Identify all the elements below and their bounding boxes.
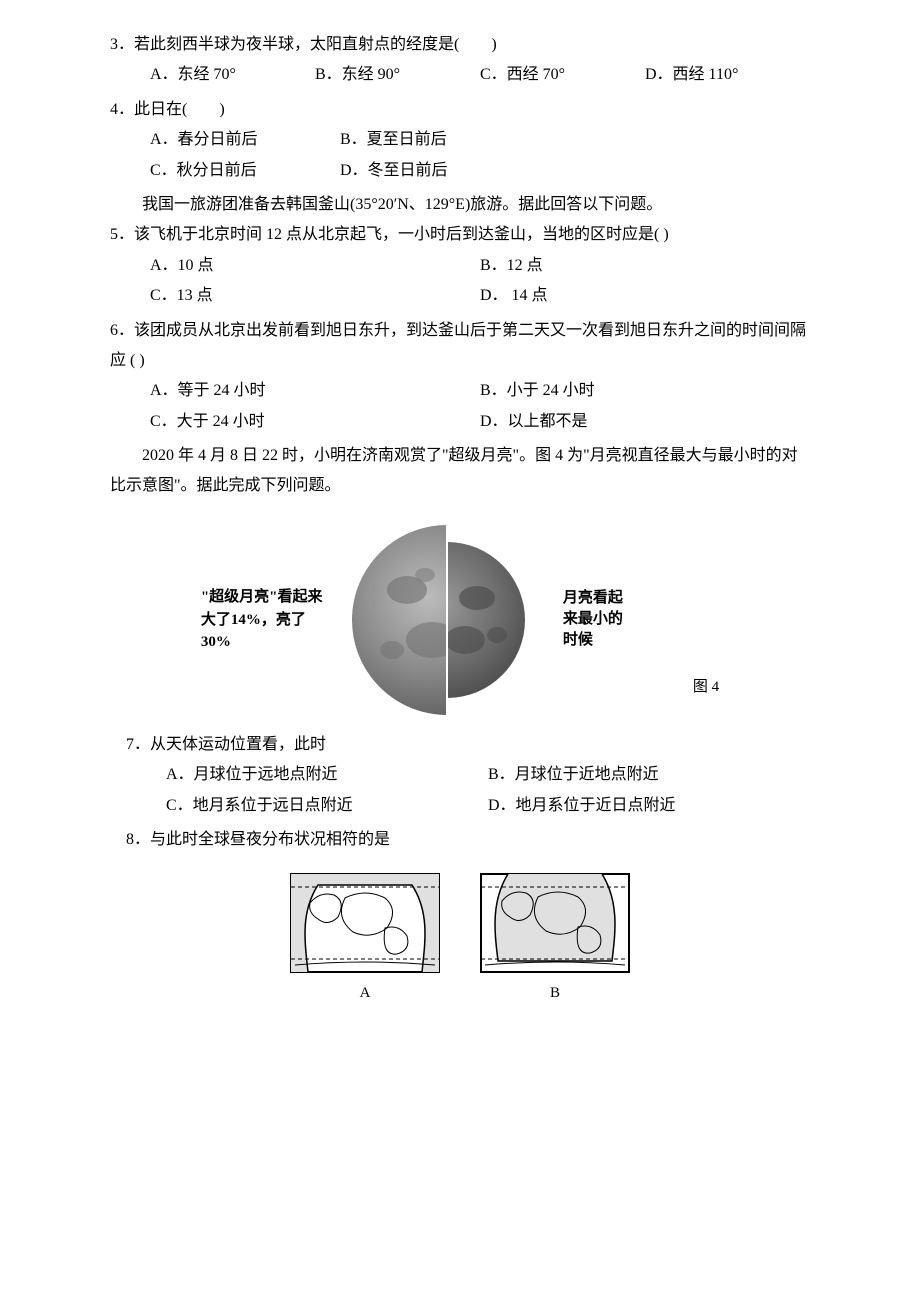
q4-text: 4．此日在( ) xyxy=(110,95,810,125)
q6-options: A．等于 24 小时 B．小于 24 小时 C．大于 24 小时 D．以上都不是 xyxy=(110,376,810,437)
intro-56: 我国一旅游团准备去韩国釜山(35°20′N、129°E)旅游。据此回答以下问题。 xyxy=(110,190,810,220)
moon-right-label: 月亮看起来最小的时候 xyxy=(563,588,633,651)
q5-opt-a: A．10 点 xyxy=(150,251,480,281)
q4-opt-b: B．夏至日前后 xyxy=(340,125,530,155)
intro-78: 2020 年 4 月 8 日 22 时，小明在济南观赏了"超级月亮"。图 4 为… xyxy=(110,441,810,502)
q3-opt-b: B．东经 90° xyxy=(315,60,480,90)
daynight-a: A xyxy=(290,873,440,1008)
figure-daynight: A B xyxy=(110,873,810,1008)
q5-text: 5．该飞机于北京时间 12 点从北京起飞，一小时后到达釜山，当地的区时应是( ) xyxy=(110,220,810,250)
q7-opt-a: A．月球位于远地点附近 xyxy=(166,760,488,790)
q6-opt-d: D．以上都不是 xyxy=(480,407,810,437)
q6-opt-a: A．等于 24 小时 xyxy=(150,376,480,406)
q3-opt-a: A．东经 70° xyxy=(150,60,315,90)
moon-left-label: "超级月亮"看起来大了14%，亮了30% xyxy=(201,586,331,654)
q4-opt-c: C．秋分日前后 xyxy=(150,156,340,186)
q3-opt-c: C．西经 70° xyxy=(480,60,645,90)
q7-opt-d: D．地月系位于近日点附近 xyxy=(488,791,810,821)
moon-caption: 图 4 xyxy=(693,673,719,702)
q6-opt-c: C．大于 24 小时 xyxy=(150,407,480,437)
q7-opt-c: C．地月系位于远日点附近 xyxy=(166,791,488,821)
q4-opt-d: D．冬至日前后 xyxy=(340,156,530,186)
q5-opt-d: D． 14 点 xyxy=(480,281,810,311)
q3-options: A．东经 70° B．东经 90° C．西经 70° D．西经 110° xyxy=(110,60,810,90)
q6-text: 6．该团成员从北京出发前看到旭日东升，到达釜山后于第二天又一次看到旭日东升之间的… xyxy=(110,316,810,377)
q4-options: A．春分日前后 B．夏至日前后 C．秋分日前后 D．冬至日前后 xyxy=(110,125,530,186)
q3-text: 3．若此刻西半球为夜半球，太阳直射点的经度是( ) xyxy=(110,30,810,60)
q5-opt-b: B．12 点 xyxy=(480,251,810,281)
q7-text: 7．从天体运动位置看，此时 xyxy=(126,730,810,760)
daynight-b-label: B xyxy=(480,979,630,1008)
question-3: 3．若此刻西半球为夜半球，太阳直射点的经度是( ) A．东经 70° B．东经 … xyxy=(110,30,810,91)
q5-options: A．10 点 B．12 点 C．13 点 D． 14 点 xyxy=(110,251,810,312)
q8-text: 8．与此时全球昼夜分布状况相符的是 xyxy=(126,825,810,855)
question-4: 4．此日在( ) A．春分日前后 B．夏至日前后 C．秋分日前后 D．冬至日前后 xyxy=(110,95,810,186)
q7-options: A．月球位于远地点附近 B．月球位于近地点附近 C．地月系位于远日点附近 D．地… xyxy=(126,760,810,821)
moon-svg xyxy=(337,520,557,720)
question-5: 5．该飞机于北京时间 12 点从北京起飞，一小时后到达釜山，当地的区时应是( )… xyxy=(110,220,810,311)
daynight-b: B xyxy=(480,873,630,1008)
daynight-a-label: A xyxy=(290,979,440,1008)
q5-opt-c: C．13 点 xyxy=(150,281,480,311)
q3-opt-d: D．西经 110° xyxy=(645,60,810,90)
q6-opt-b: B．小于 24 小时 xyxy=(480,376,810,406)
q7-opt-b: B．月球位于近地点附近 xyxy=(488,760,810,790)
figure-moon: "超级月亮"看起来大了14%，亮了30% xyxy=(110,520,810,720)
q4-opt-a: A．春分日前后 xyxy=(150,125,340,155)
question-7: 7．从天体运动位置看，此时 A．月球位于远地点附近 B．月球位于近地点附近 C．… xyxy=(110,730,810,821)
question-6: 6．该团成员从北京出发前看到旭日东升，到达釜山后于第二天又一次看到旭日东升之间的… xyxy=(110,316,810,438)
question-8: 8．与此时全球昼夜分布状况相符的是 xyxy=(110,825,810,855)
